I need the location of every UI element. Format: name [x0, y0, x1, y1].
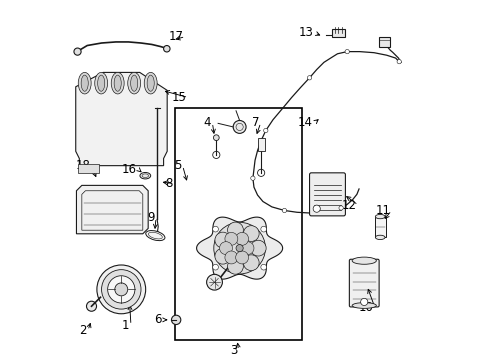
Polygon shape [76, 72, 167, 166]
Text: 3: 3 [230, 344, 237, 357]
Circle shape [115, 283, 128, 296]
Circle shape [244, 226, 259, 242]
Circle shape [213, 226, 219, 232]
Circle shape [207, 274, 222, 290]
Ellipse shape [131, 75, 138, 91]
Ellipse shape [375, 215, 385, 219]
Bar [375, 217, 386, 237]
Text: 9: 9 [147, 211, 155, 224]
Circle shape [213, 264, 219, 270]
Circle shape [264, 129, 268, 133]
Polygon shape [76, 185, 148, 234]
Circle shape [172, 315, 181, 324]
Ellipse shape [128, 72, 141, 94]
Circle shape [339, 206, 343, 210]
Text: 2: 2 [79, 324, 87, 337]
Ellipse shape [81, 75, 88, 91]
Text: 1: 1 [122, 319, 129, 332]
FancyBboxPatch shape [349, 259, 379, 307]
Ellipse shape [352, 303, 376, 309]
Circle shape [307, 76, 312, 80]
Circle shape [261, 226, 267, 232]
Circle shape [225, 232, 238, 245]
Ellipse shape [144, 72, 157, 94]
Circle shape [250, 240, 266, 256]
Circle shape [313, 205, 320, 212]
Text: 18: 18 [75, 159, 90, 172]
Bar [332, 29, 344, 37]
Ellipse shape [78, 72, 91, 94]
Circle shape [236, 244, 243, 252]
Circle shape [227, 258, 244, 274]
Text: 16: 16 [122, 163, 137, 176]
Circle shape [101, 270, 141, 309]
Circle shape [108, 276, 135, 303]
Ellipse shape [95, 72, 108, 94]
Circle shape [397, 59, 401, 64]
Ellipse shape [111, 72, 124, 94]
Text: 14: 14 [298, 116, 313, 129]
Text: 7: 7 [252, 116, 259, 129]
Text: 13: 13 [298, 27, 313, 40]
Circle shape [214, 222, 266, 274]
Text: 11: 11 [375, 204, 390, 217]
Bar [379, 37, 390, 47]
Circle shape [97, 265, 146, 314]
Text: 12: 12 [342, 199, 357, 212]
Circle shape [361, 298, 368, 306]
Ellipse shape [98, 75, 105, 91]
Text: 10: 10 [359, 301, 373, 314]
Circle shape [233, 121, 246, 134]
Circle shape [261, 264, 267, 270]
Polygon shape [196, 217, 283, 279]
Circle shape [345, 49, 349, 54]
Circle shape [244, 255, 259, 271]
Text: 6: 6 [154, 313, 162, 327]
Circle shape [87, 301, 97, 311]
Circle shape [227, 222, 244, 238]
Text: 4: 4 [203, 116, 211, 129]
Circle shape [164, 45, 170, 52]
Ellipse shape [114, 75, 121, 91]
Ellipse shape [147, 75, 154, 91]
Circle shape [236, 232, 248, 245]
Ellipse shape [146, 230, 165, 240]
Circle shape [241, 242, 254, 255]
Circle shape [236, 251, 248, 264]
Circle shape [282, 208, 287, 213]
Circle shape [214, 135, 219, 140]
Bar [175, 108, 302, 339]
Circle shape [215, 248, 231, 264]
Text: 5: 5 [174, 159, 181, 172]
Circle shape [74, 48, 81, 55]
Text: 8: 8 [165, 177, 172, 190]
Circle shape [220, 242, 232, 255]
Bar [77, 164, 99, 173]
FancyBboxPatch shape [310, 173, 345, 216]
Bar [258, 138, 265, 151]
Ellipse shape [352, 257, 376, 264]
Ellipse shape [140, 172, 151, 179]
Text: 15: 15 [172, 91, 187, 104]
Text: 17: 17 [169, 30, 184, 43]
Circle shape [215, 232, 231, 248]
Circle shape [225, 251, 238, 264]
Ellipse shape [375, 235, 385, 239]
Circle shape [251, 176, 255, 180]
